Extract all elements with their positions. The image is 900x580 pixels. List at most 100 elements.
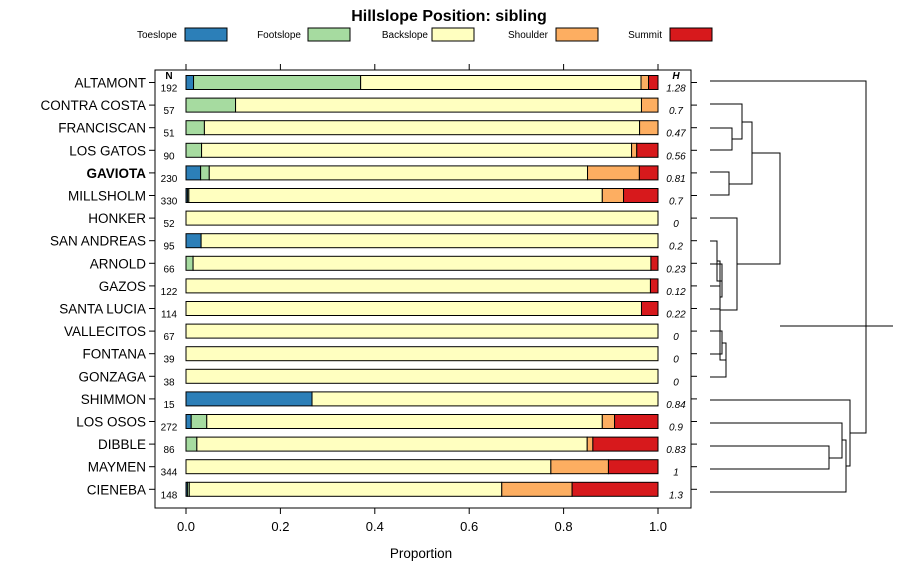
- bar-vallecitos-backslope: [185, 323, 659, 339]
- bar-contra-costa-footslope: [185, 97, 237, 113]
- n-value-altamont: 192: [161, 84, 178, 95]
- bar-los-osos-summit: [614, 414, 659, 429]
- row-label-san-andreas: SAN ANDREAS: [50, 234, 146, 249]
- row-label-los-osos: LOS OSOS: [76, 415, 146, 430]
- n-value-shimmon: 15: [163, 400, 175, 411]
- bar-altamont-footslope: [193, 75, 362, 90]
- legend-label-toeslope: Toeslope: [137, 30, 177, 41]
- bar-franciscan-footslope: [185, 120, 205, 136]
- bars: [185, 75, 659, 497]
- row-label-cieneba: CIENEBA: [87, 482, 146, 497]
- bar-shimmon-backslope: [311, 391, 659, 407]
- row-label-honker: HONKER: [88, 211, 146, 226]
- dendrogram-branch: [710, 445, 830, 470]
- bar-fontana-backslope: [185, 346, 659, 362]
- plot-frame: [154, 69, 692, 509]
- n-value-gazos: 122: [161, 287, 178, 298]
- bar-los-osos-footslope: [190, 414, 208, 429]
- bar-altamont-shoulder: [640, 75, 650, 90]
- n-value-los-osos: 272: [161, 423, 178, 434]
- bar-dibble-summit: [592, 436, 659, 452]
- h-value-fontana: 0: [673, 355, 679, 366]
- bar-gaviota-footslope: [200, 165, 210, 181]
- bar-arnold-summit: [650, 255, 659, 271]
- bar-altamont-summit: [648, 75, 659, 90]
- bar-cieneba-shoulder: [501, 481, 573, 497]
- bar-cieneba-backslope: [188, 481, 503, 497]
- n-value-fontana: 39: [163, 355, 175, 366]
- bar-millsholm-summit: [623, 188, 659, 203]
- n-value-honker: 52: [163, 219, 175, 230]
- bar-gaviota-shoulder: [587, 165, 640, 181]
- bar-contra-costa-shoulder: [640, 97, 659, 113]
- h-value-millsholm: 0.7: [669, 197, 683, 208]
- n-value-santa-lucia: 114: [161, 310, 177, 321]
- x-tick-label: 0.6: [460, 519, 478, 534]
- h-value-altamont: 1.28: [666, 84, 686, 95]
- n-value-contra-costa: 57: [163, 106, 175, 117]
- h-value-los-osos: 0.9: [669, 423, 683, 434]
- x-axis: 0.0 0.2 0.4 0.6 0.8 1.0: [177, 64, 667, 534]
- legend-swatch-backslope: [431, 27, 475, 42]
- h-value-gaviota: 0.81: [666, 174, 685, 185]
- row-label-arnold: ARNOLD: [90, 256, 147, 271]
- bar-maymen-backslope: [185, 459, 552, 475]
- h-value-vallecitos: 0: [673, 332, 679, 343]
- row-label-los-gatos: LOS GATOS: [69, 143, 146, 158]
- h-value-cieneba: 1.3: [669, 490, 683, 501]
- h-value-maymen: 1: [673, 468, 679, 479]
- bar-santa-lucia-summit: [640, 301, 659, 316]
- h-value-shimmon: 0.84: [666, 400, 686, 411]
- bar-los-osos-backslope: [206, 414, 603, 429]
- legend: Toeslope Footslope Backslope Shoulder Summit: [137, 27, 713, 42]
- row-label-shimmon: SHIMMON: [81, 392, 146, 407]
- row-label-millsholm: MILLSHOLM: [68, 189, 146, 204]
- bar-arnold-backslope: [192, 255, 652, 271]
- h-value-los-gatos: 0.56: [666, 151, 686, 162]
- bar-altamont-backslope: [360, 75, 642, 90]
- bar-gazos-summit: [649, 278, 659, 294]
- dendrogram-branch: [710, 127, 733, 151]
- h-header: H: [672, 71, 680, 82]
- n-value-millsholm: 330: [161, 197, 178, 208]
- bar-santa-lucia-backslope: [185, 301, 642, 316]
- bar-franciscan-backslope: [203, 120, 641, 136]
- row-labels: ALTAMONT 192 1.28 CONTRA COSTA 57 0.7 FRANCISC…: [40, 76, 697, 501]
- bar-altamont-toeslope: [185, 75, 195, 90]
- h-value-contra-costa: 0.7: [669, 106, 683, 117]
- bar-dibble-footslope: [185, 436, 198, 452]
- n-value-dibble: 86: [163, 445, 175, 456]
- h-value-santa-lucia: 0.22: [666, 310, 686, 321]
- dendrogram: [710, 80, 893, 493]
- row-label-dibble: DIBBLE: [98, 437, 146, 452]
- bar-dibble-backslope: [196, 436, 588, 452]
- bar-honker-backslope: [185, 210, 659, 226]
- x-tick-label: 1.0: [649, 519, 667, 534]
- x-tick-label: 0.2: [271, 519, 289, 534]
- dendrogram-branch: [710, 80, 867, 327]
- h-value-san-andreas: 0.2: [669, 242, 683, 253]
- bar-arnold-footslope: [185, 255, 194, 271]
- h-value-dibble: 0.83: [666, 445, 686, 456]
- row-label-maymen: MAYMEN: [88, 460, 146, 475]
- legend-swatch-footslope: [307, 27, 351, 42]
- bar-maymen-summit: [607, 459, 659, 475]
- x-tick-label: 0.0: [177, 519, 195, 534]
- bar-franciscan-shoulder: [639, 120, 659, 136]
- legend-swatch-summit: [669, 27, 713, 42]
- row-label-franciscan: FRANCISCAN: [58, 121, 146, 136]
- chart-title: Hillslope Position: sibling: [351, 8, 547, 25]
- n-value-maymen: 344: [161, 468, 178, 479]
- n-header: N: [165, 71, 172, 82]
- row-label-gazos: GAZOS: [99, 279, 146, 294]
- bar-gonzaga-backslope: [185, 368, 659, 384]
- n-value-cieneba: 148: [161, 490, 178, 501]
- legend-label-backslope: Backslope: [382, 30, 429, 41]
- bar-los-gatos-backslope: [201, 142, 633, 158]
- bar-los-gatos-summit: [636, 142, 659, 158]
- dendrogram-branch: [710, 103, 743, 140]
- x-tick-label: 0.8: [555, 519, 573, 534]
- bar-gaviota-backslope: [208, 165, 589, 181]
- bar-millsholm-shoulder: [601, 188, 625, 203]
